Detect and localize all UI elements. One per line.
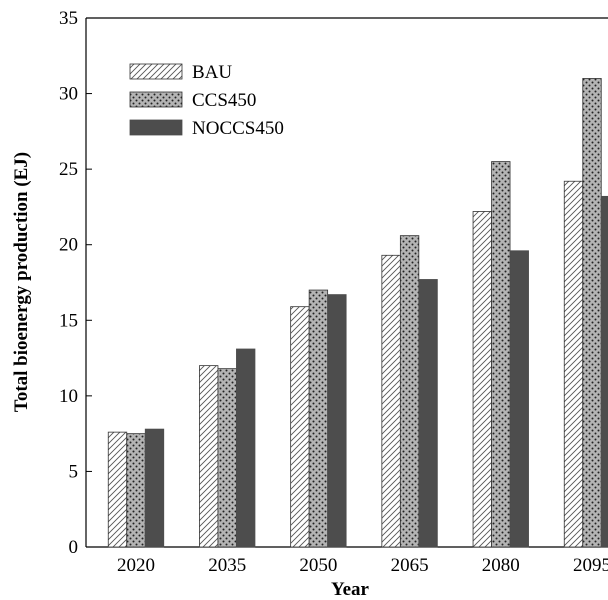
x-tick-label: 2095 [573,555,608,576]
x-tick-label: 2035 [208,555,246,576]
legend-label-ccs450: CCS450 [192,90,256,111]
bar-bau-2035 [199,365,219,548]
legend-swatch-noccs450 [129,119,183,136]
y-tick-label: 15 [59,310,78,331]
bar-noccs450-2020 [144,428,165,548]
bar-ccs450-2080 [491,161,511,548]
y-tick-label: 0 [69,537,79,558]
legend-swatch-bau [129,63,183,80]
bars [107,78,608,548]
x-tick-label: 2020 [117,555,155,576]
bar-bau-2080 [472,211,492,548]
bar-ccs450-2050 [308,289,329,548]
x-tick-label: 2065 [391,555,429,576]
y-tick-label: 25 [59,159,78,180]
bar-noccs450-2050 [327,294,347,548]
x-axis-title: Year [331,579,370,600]
y-tick-label: 5 [69,461,79,482]
bar-ccs450-2065 [399,235,420,548]
bar-bau-2065 [381,254,401,548]
y-axis-ticks: 0 5 10 15 20 25 30 35 [59,8,92,558]
bar-noccs450-2035 [236,348,256,548]
bar-bau-2050 [290,306,310,548]
y-tick-label: 30 [59,84,78,105]
bar-ccs450-2020 [126,433,146,548]
y-tick-label: 10 [59,386,78,407]
legend-label-bau: BAU [192,62,232,83]
bar-noccs450-2095 [600,195,608,548]
bar-ccs450-2095 [582,78,602,548]
y-tick-label: 20 [59,235,78,256]
legend: BAU CCS450 NOCCS450 [129,62,284,139]
legend-swatch-ccs450 [129,91,183,108]
legend-label-noccs450: NOCCS450 [192,118,284,139]
x-tick-label: 2080 [482,555,520,576]
x-axis-ticks: 2020 2035 2050 2065 2080 2095 [117,555,608,576]
bar-noccs450-2065 [418,279,438,548]
bar-ccs450-2035 [217,368,237,548]
bar-bau-2020 [107,431,128,548]
y-tick-label: 35 [59,8,78,29]
bar-noccs450-2080 [509,250,529,548]
bar-bau-2095 [563,180,584,548]
x-tick-label: 2050 [299,555,337,576]
y-axis-title: Total bioenergy production (EJ) [11,152,32,412]
